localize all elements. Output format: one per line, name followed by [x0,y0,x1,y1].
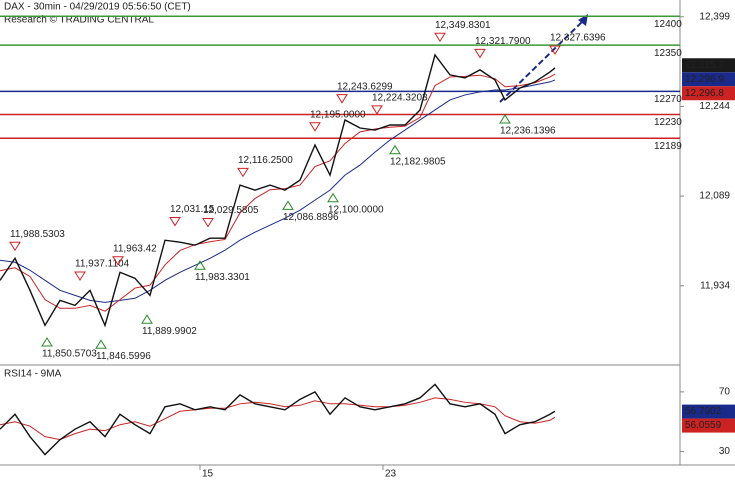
projection-arrow [499,17,587,103]
chart-title: DAX - 30min - 04/29/2019 05:56:50 (CET) [4,2,191,13]
price-tag [682,404,735,419]
support-marker [194,260,206,270]
resistance-marker [9,241,21,252]
annotation-label: 11,963.42 [113,243,157,254]
annotation-label: 11,983.3301 [195,272,250,283]
annotation-label: 11,850.5703 [42,349,97,360]
resistance-marker [237,167,249,178]
annotation-label: 12,116.2500 [238,155,293,166]
annotation-label: 12,321.7900 [475,36,531,47]
annotation-label: 11,937.1104 [75,259,130,270]
price-tag-label: 56.0559 [685,420,722,431]
resistance-marker [202,217,214,228]
annotation-label: 12,236.1396 [500,126,556,137]
support-marker [327,192,339,203]
resistance-marker [371,105,383,115]
annotation-label: 12,349.8301 [435,20,491,31]
price-tag [682,86,735,101]
y-tick-label: 12,089 [699,191,730,202]
resistance-marker [112,256,124,266]
price-tag-label: 56.7902 [685,406,722,417]
y-tick-label: 11,934 [700,280,730,291]
price-tag [682,418,735,433]
price-tag [682,58,735,73]
price-tag-label: 12,296.9 [685,74,724,85]
level-label: 12189 [654,141,682,152]
resistance-marker [74,271,86,281]
x-tick-label: 15 [202,469,214,480]
support-marker [389,144,401,155]
level-label: 12350 [654,48,682,59]
series-line [0,73,556,312]
annotation-label: 12,029.5805 [203,205,259,216]
rsi-title: RSI14 - 9MA [4,369,62,380]
resistance-marker [474,48,486,59]
annotation-label: 12,100.0000 [328,204,384,215]
y-tick-label: 12,399 [699,11,730,22]
annotation-label: 11,889.9902 [142,326,197,337]
resistance-marker [169,217,181,227]
resistance-marker [309,122,321,132]
support-marker [499,114,511,124]
resistance-marker [434,32,446,43]
annotation-label: 12,243.6299 [337,81,393,92]
level-label: 12230 [654,117,682,128]
annotation-label: 12,195.0000 [310,109,366,120]
x-tick-label: 23 [385,469,397,480]
level-label: 12400 [654,19,682,30]
support-marker [141,314,153,324]
resistance-marker [336,94,348,104]
y-tick-label: 12,244 [699,101,730,112]
support-marker [282,200,294,210]
support-marker [95,339,107,349]
series-line [0,383,556,456]
y-tick-label: 70 [719,387,731,398]
annotation-label: 12,086.8896 [283,212,339,223]
arrow-head [578,14,588,26]
y-tick-label: 30 [719,446,731,457]
annotation-label: 12,224.3203 [372,92,428,103]
price-tag [682,72,735,87]
series-line [0,397,556,441]
resistance-marker [549,45,561,55]
chart-subtitle: Research © TRADING CENTRAL [4,15,154,26]
price-tag-label: 12,296.8 [685,88,724,99]
support-marker [41,337,53,347]
annotation-label: 12,182.9805 [390,156,446,167]
series-line [0,53,556,328]
annotation-label: 11,846.5996 [96,351,151,362]
annotation-label: 12,031.15 [170,204,215,215]
price-tag-label: 12,315.2 [685,60,724,71]
annotation-label: 12,327.6396 [550,33,606,44]
level-label: 12270 [654,94,682,105]
annotation-label: 11,988.5303 [10,229,65,240]
